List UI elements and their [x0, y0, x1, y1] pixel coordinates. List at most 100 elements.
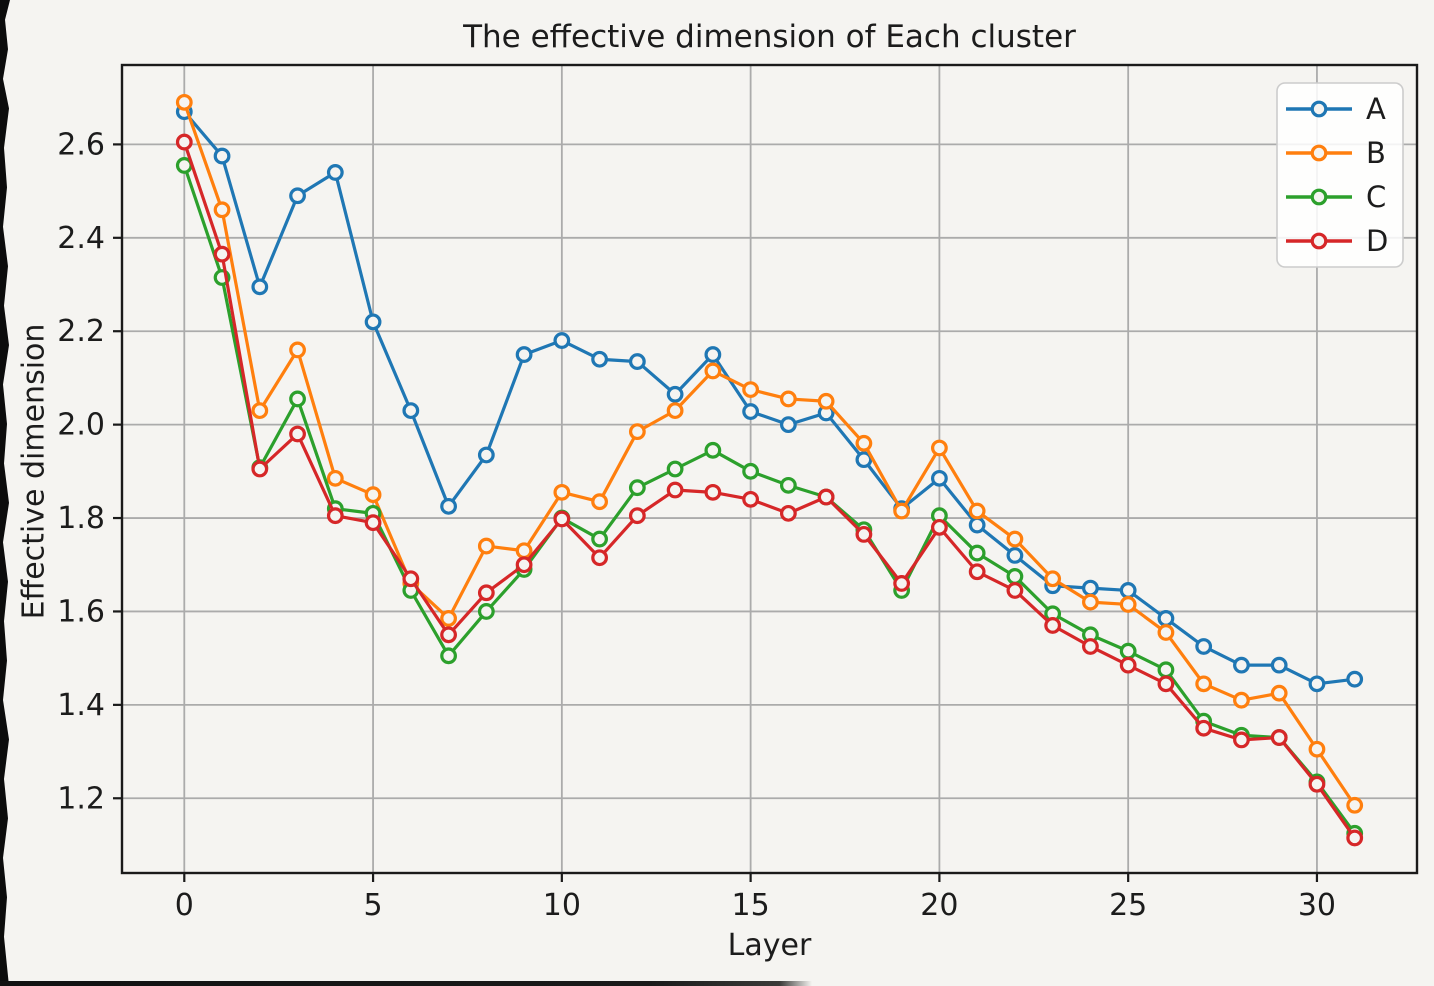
data-point-D-11 [591, 549, 609, 567]
x-tick-label: 5 [364, 888, 383, 923]
data-point-C-21 [968, 544, 986, 562]
axes-frame [120, 63, 1419, 875]
data-point-A-31 [1346, 670, 1364, 688]
y-axis-label: Effective dimension [16, 323, 52, 620]
data-point-D-3 [289, 425, 306, 443]
data-point-A-18 [855, 451, 873, 469]
data-point-C-16 [779, 476, 797, 494]
data-point-B-12 [628, 423, 646, 441]
data-point-A-21 [968, 516, 986, 534]
data-point-B-10 [553, 483, 571, 501]
data-point-B-4 [326, 469, 344, 487]
data-point-A-10 [553, 332, 571, 349]
x-tick-label: 25 [1109, 888, 1147, 923]
legend-label-B: B [1366, 136, 1386, 170]
data-point-D-5 [364, 514, 382, 532]
y-tick-label: 1.4 [57, 688, 105, 723]
data-point-D-14 [704, 483, 722, 501]
data-point-C-12 [628, 479, 646, 497]
data-point-B-0 [175, 93, 193, 111]
data-point-D-20 [930, 518, 948, 536]
data-point-B-15 [742, 381, 760, 399]
legend-marker-C [1310, 188, 1328, 206]
data-point-A-9 [515, 346, 533, 363]
data-point-B-18 [855, 434, 873, 452]
data-point-D-28 [1233, 731, 1250, 749]
data-point-C-7 [440, 647, 457, 665]
data-point-C-15 [742, 462, 760, 480]
data-point-A-12 [628, 353, 646, 370]
data-point-D-12 [628, 507, 646, 525]
data-point-A-29 [1270, 656, 1288, 674]
data-point-A-16 [779, 416, 797, 434]
data-point-C-8 [477, 603, 495, 620]
data-point-A-20 [930, 469, 948, 487]
data-point-A-25 [1119, 582, 1137, 599]
y-tick-label: 2.4 [57, 221, 105, 256]
data-point-A-4 [326, 164, 344, 181]
data-point-B-22 [1006, 530, 1024, 548]
data-point-B-21 [968, 502, 986, 520]
data-point-D-16 [779, 504, 797, 522]
data-point-B-19 [893, 502, 911, 520]
data-point-B-28 [1233, 691, 1250, 709]
data-point-D-19 [893, 575, 911, 592]
data-point-C-13 [666, 460, 684, 478]
data-point-C-26 [1157, 661, 1175, 679]
data-point-D-4 [326, 507, 344, 525]
data-point-B-30 [1308, 740, 1326, 758]
y-tick-label: 1.6 [57, 594, 105, 629]
data-point-D-15 [742, 490, 760, 508]
data-point-B-8 [477, 537, 495, 555]
data-point-C-11 [591, 530, 609, 548]
data-point-C-25 [1119, 642, 1137, 660]
data-point-B-14 [704, 362, 722, 380]
data-point-D-6 [402, 570, 420, 588]
legend [1276, 82, 1404, 268]
data-point-A-22 [1006, 547, 1024, 564]
data-point-C-3 [289, 390, 306, 408]
data-point-B-1 [213, 201, 231, 219]
data-point-B-24 [1082, 593, 1099, 611]
data-point-D-23 [1044, 617, 1062, 634]
data-point-A-15 [742, 403, 760, 420]
data-point-A-3 [289, 187, 306, 205]
data-point-A-6 [402, 402, 420, 420]
data-point-A-11 [591, 350, 609, 368]
data-point-D-7 [440, 626, 457, 644]
data-point-A-2 [251, 278, 269, 296]
data-point-A-28 [1233, 656, 1250, 674]
data-point-A-13 [666, 385, 684, 403]
data-point-D-22 [1006, 582, 1024, 599]
data-point-B-3 [289, 341, 306, 359]
x-tick-label: 0 [175, 888, 194, 923]
scan-edge-artifact-left [0, 0, 10, 986]
data-point-D-1 [213, 245, 231, 263]
data-point-A-5 [364, 313, 382, 331]
data-point-D-17 [817, 488, 835, 506]
data-point-C-14 [704, 441, 722, 459]
data-point-B-2 [251, 402, 269, 420]
data-point-B-31 [1346, 796, 1364, 814]
data-point-D-24 [1082, 638, 1099, 655]
y-tick-label: 1.2 [57, 781, 105, 816]
legend-label-D: D [1366, 224, 1388, 258]
data-point-B-23 [1044, 570, 1062, 588]
scan-edge-artifact-bottom [0, 981, 812, 986]
x-tick-label: 10 [543, 888, 581, 923]
legend-marker-A [1310, 100, 1328, 118]
legend-label-A: A [1366, 92, 1386, 126]
data-point-A-14 [704, 346, 722, 363]
data-point-B-7 [440, 610, 457, 627]
legend-marker-B [1310, 144, 1328, 162]
data-point-B-25 [1119, 596, 1137, 613]
data-point-B-16 [779, 390, 797, 408]
data-point-B-5 [364, 486, 382, 504]
legend-label-C: C [1366, 180, 1386, 214]
x-tick-label: 20 [920, 888, 958, 923]
data-point-D-25 [1119, 656, 1137, 674]
data-point-D-8 [477, 584, 495, 602]
data-point-D-9 [515, 556, 533, 574]
